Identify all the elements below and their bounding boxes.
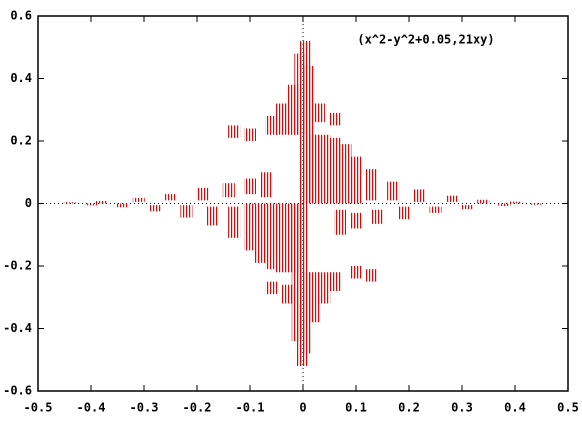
impulse-band (286, 84, 299, 135)
impulse-band (95, 201, 108, 204)
impulse-band (328, 137, 341, 204)
impulse-band (254, 203, 267, 263)
impulse-band (206, 206, 219, 226)
impulse-band (318, 272, 331, 304)
impulse-band (509, 201, 521, 204)
annotation: (x^2-y^2+0.05,21xy) (357, 33, 494, 47)
impulse-band (350, 156, 362, 204)
impulse-band (371, 209, 384, 224)
y-tick-label: 0.6 (10, 9, 32, 23)
x-tick-label: 0.5 (557, 401, 579, 415)
impulse-band (244, 128, 256, 141)
impulse-band (429, 206, 442, 213)
x-tick-label: -0.1 (236, 401, 265, 415)
impulse-band (350, 212, 362, 229)
impulse-band (312, 103, 325, 123)
impulse-band (318, 134, 331, 204)
impulse-band (164, 194, 177, 201)
x-tick-label: -0.3 (130, 401, 159, 415)
y-tick-label: 0.4 (10, 71, 32, 85)
impulse-band (281, 284, 294, 304)
y-tick-label: -0.6 (3, 384, 32, 398)
impulse-band (148, 205, 161, 212)
impulse-band (259, 172, 272, 198)
impulse-band (328, 272, 341, 291)
x-tick-label: 0.4 (504, 401, 526, 415)
impulse-band (307, 272, 320, 323)
x-tick-label: -0.4 (77, 401, 106, 415)
x-tick-label: 0.2 (398, 401, 420, 415)
impulse-band (265, 281, 278, 295)
impulse-band (85, 203, 97, 206)
x-tick-label: 0.3 (451, 401, 473, 415)
impulse-band (244, 178, 256, 195)
x-tick-label: 0.1 (345, 401, 367, 415)
impulse-band (339, 144, 352, 204)
impulse-band (286, 203, 299, 273)
impulse-band (365, 169, 378, 201)
impulse-band (334, 209, 347, 235)
impulse-band (397, 206, 410, 220)
impulse-band (244, 203, 256, 251)
impulse-band (265, 203, 278, 270)
impulse-band (196, 187, 209, 201)
impulse-band (498, 203, 511, 206)
x-tick-label: 0 (299, 401, 306, 415)
impulse-band (63, 202, 76, 204)
impulse-band (413, 189, 426, 202)
impulse-band (116, 203, 129, 208)
y-tick-label: -0.2 (3, 259, 32, 273)
impulse-band (275, 203, 288, 273)
x-tick-label: -0.2 (183, 401, 212, 415)
y-tick-label: 0.2 (10, 134, 32, 148)
y-tick-label: -0.4 (3, 321, 32, 335)
impulse-band (307, 134, 320, 204)
impulse-band (477, 199, 490, 204)
impulse-band (328, 112, 341, 126)
impulse-band (445, 195, 458, 202)
impulse-band (387, 181, 400, 201)
impulse-band (132, 197, 145, 202)
impulse-band (530, 203, 543, 205)
impulse-band (265, 116, 278, 135)
x-tick-label: -0.5 (24, 401, 53, 415)
y-tick-label: 0 (25, 196, 32, 210)
impulse-band (461, 205, 474, 210)
impulse-band (228, 206, 241, 238)
impulse-band (275, 103, 288, 135)
impulse-band (365, 269, 378, 282)
impulse-band (350, 266, 362, 279)
impulse-band (222, 183, 235, 198)
impulse-band (180, 205, 193, 218)
impulse-band (228, 125, 241, 138)
